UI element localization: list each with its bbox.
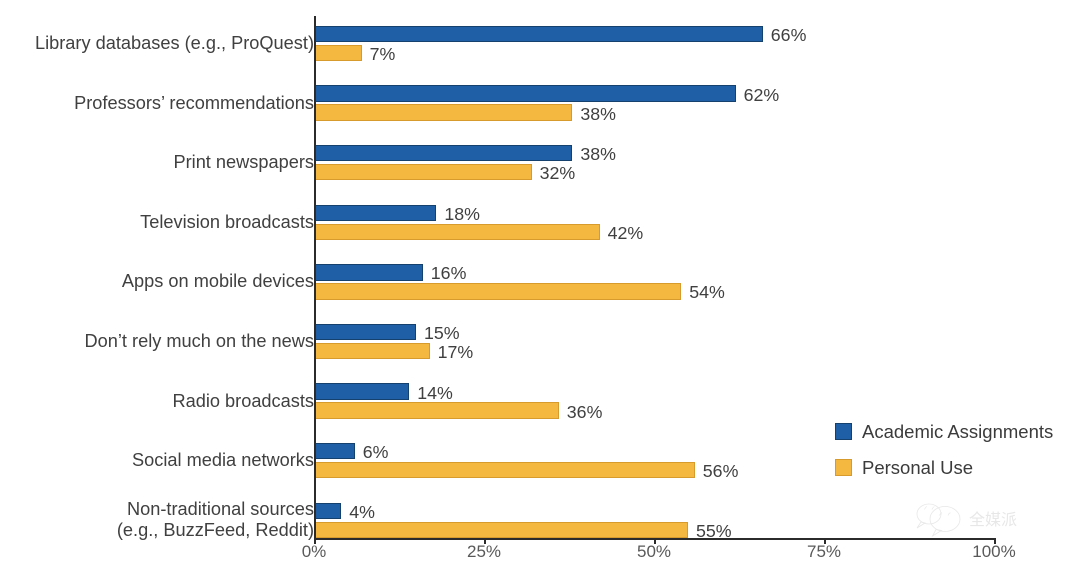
svg-text:全媒派: 全媒派 — [969, 511, 1017, 529]
